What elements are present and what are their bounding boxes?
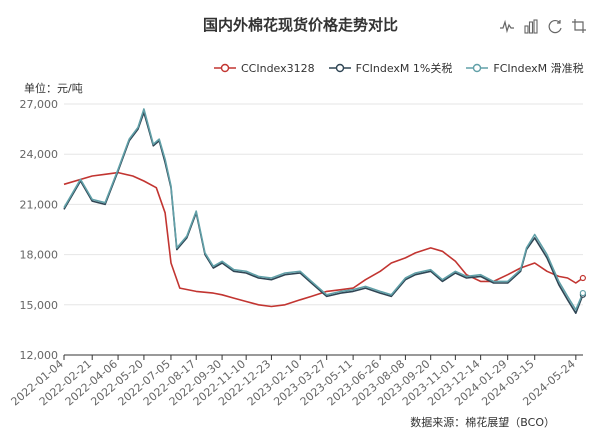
legend-label: CCIndex3128 [241,61,315,75]
y-tick-label: 15,000 [20,299,59,312]
series-line [63,171,584,308]
bar-chart-icon[interactable] [523,18,539,34]
legend-label: FCIndexM 1%关税 [355,62,453,75]
y-tick-label: 18,000 [20,249,59,262]
y-tick-label: 27,000 [20,98,59,111]
legend-item[interactable]: FCIndexM 滑准税 [466,60,584,76]
crop-icon[interactable] [571,18,587,34]
legend-swatch-icon [214,63,236,73]
legend-swatch-icon [328,63,351,73]
legend-item[interactable]: CCIndex3128 [214,60,315,76]
data-source: 数据来源：棉花展望（BCO） [410,416,555,429]
series-line [63,111,584,315]
restore-icon[interactable] [547,18,563,34]
series-line [63,108,584,311]
legend-swatch-icon [466,63,489,73]
legend: CCIndex3128 FCIndexM 1%关税 FCIndexM 滑准税 [214,60,584,76]
line-chart-icon[interactable] [499,18,515,34]
chart-title: 国内外棉花现货价格走势对比 [202,16,398,34]
y-tick-label: 12,000 [20,349,59,362]
y-tick-label: 21,000 [20,198,59,211]
legend-item[interactable]: FCIndexM 1%关税 [328,60,453,76]
legend-label: FCIndexM 滑准税 [493,62,584,75]
series-end-point [579,289,586,297]
toolbox [499,18,587,34]
unit-label: 单位：元/吨 [24,82,83,95]
y-tick-label: 24,000 [20,148,59,161]
series-end-point [579,274,586,282]
